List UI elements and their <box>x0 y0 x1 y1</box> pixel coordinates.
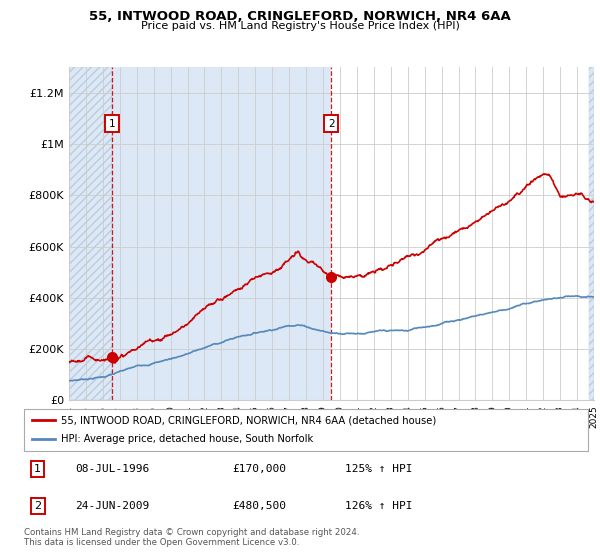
Text: 08-JUL-1996: 08-JUL-1996 <box>75 464 149 474</box>
Text: 55, INTWOOD ROAD, CRINGLEFORD, NORWICH, NR4 6AA (detached house): 55, INTWOOD ROAD, CRINGLEFORD, NORWICH, … <box>61 415 436 425</box>
Text: 2: 2 <box>328 119 334 129</box>
Text: 1: 1 <box>34 464 41 474</box>
Text: Contains HM Land Registry data © Crown copyright and database right 2024.
This d: Contains HM Land Registry data © Crown c… <box>24 528 359 547</box>
Bar <box>589 67 594 400</box>
Text: 125% ↑ HPI: 125% ↑ HPI <box>346 464 413 474</box>
Bar <box>69 67 112 400</box>
Text: 1: 1 <box>109 119 115 129</box>
Text: 126% ↑ HPI: 126% ↑ HPI <box>346 501 413 511</box>
Bar <box>112 67 331 400</box>
Text: £480,500: £480,500 <box>233 501 287 511</box>
Text: 2: 2 <box>34 501 41 511</box>
FancyBboxPatch shape <box>24 409 588 451</box>
Text: 55, INTWOOD ROAD, CRINGLEFORD, NORWICH, NR4 6AA: 55, INTWOOD ROAD, CRINGLEFORD, NORWICH, … <box>89 10 511 23</box>
Text: Price paid vs. HM Land Registry's House Price Index (HPI): Price paid vs. HM Land Registry's House … <box>140 21 460 31</box>
Bar <box>69 67 112 400</box>
Text: 24-JUN-2009: 24-JUN-2009 <box>75 501 149 511</box>
Text: HPI: Average price, detached house, South Norfolk: HPI: Average price, detached house, Sout… <box>61 435 313 445</box>
Bar <box>331 67 594 400</box>
Bar <box>589 67 594 400</box>
Text: £170,000: £170,000 <box>233 464 287 474</box>
